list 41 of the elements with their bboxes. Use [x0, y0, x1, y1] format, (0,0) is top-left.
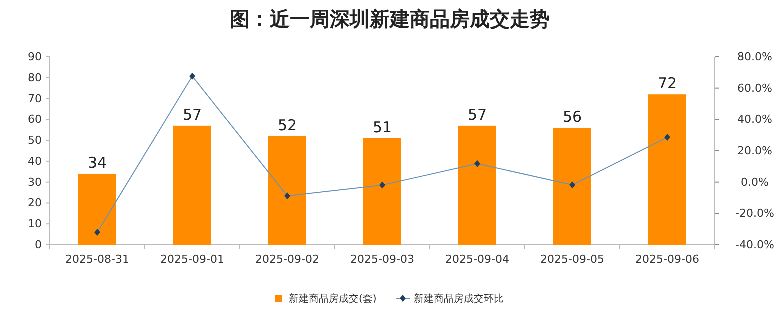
x-tick-label: 2025-09-03	[350, 253, 414, 266]
y2-tick-label: -20.0%	[736, 207, 774, 220]
y2-tick-label: 60.0%	[738, 82, 772, 95]
x-tick-label: 2025-09-05	[540, 253, 604, 266]
y-tick-label: 0	[35, 238, 42, 252]
x-tick-label: 2025-09-02	[256, 253, 320, 266]
y-tick-label: 30	[28, 176, 42, 189]
x-tick-label: 2025-09-01	[160, 253, 224, 266]
data-label: 52	[278, 116, 298, 134]
x-tick-label: 2025-09-06	[636, 253, 700, 266]
y2-tick-label: 40.0%	[738, 113, 772, 126]
bar	[648, 94, 686, 245]
bar	[458, 126, 496, 245]
bar	[364, 138, 402, 245]
bar	[174, 126, 212, 245]
chart-title: 图：近一周深圳新建商品房成交走势	[230, 7, 550, 31]
data-label: 56	[562, 108, 582, 126]
y-tick-label: 80	[28, 71, 42, 84]
bar	[268, 136, 306, 245]
y-tick-label: 10	[28, 218, 42, 231]
legend-label: 新建商品房成交(套)	[289, 293, 377, 305]
y2-tick-label: 20.0%	[738, 144, 772, 158]
y2-tick-label: -40.0%	[736, 238, 774, 252]
data-label: 34	[88, 154, 108, 172]
y-tick-label: 50	[28, 134, 42, 148]
data-label: 72	[658, 74, 678, 93]
data-label: 57	[468, 106, 488, 124]
y-tick-label: 70	[28, 92, 42, 106]
y-tick-label: 20	[28, 196, 42, 210]
y2-tick-label: 0.0%	[741, 176, 769, 189]
data-label: 57	[182, 106, 202, 124]
bar	[554, 128, 592, 245]
legend-label: 新建商品房成交环比	[414, 293, 504, 305]
x-tick-label: 2025-09-04	[446, 253, 510, 266]
y2-tick-label: 80.0%	[738, 50, 772, 64]
y-tick-label: 90	[28, 50, 42, 64]
data-label: 51	[372, 118, 392, 136]
y-tick-label: 60	[28, 113, 42, 126]
x-tick-label: 2025-08-31	[66, 253, 130, 266]
bar	[78, 174, 116, 245]
y-tick-label: 40	[28, 154, 42, 168]
